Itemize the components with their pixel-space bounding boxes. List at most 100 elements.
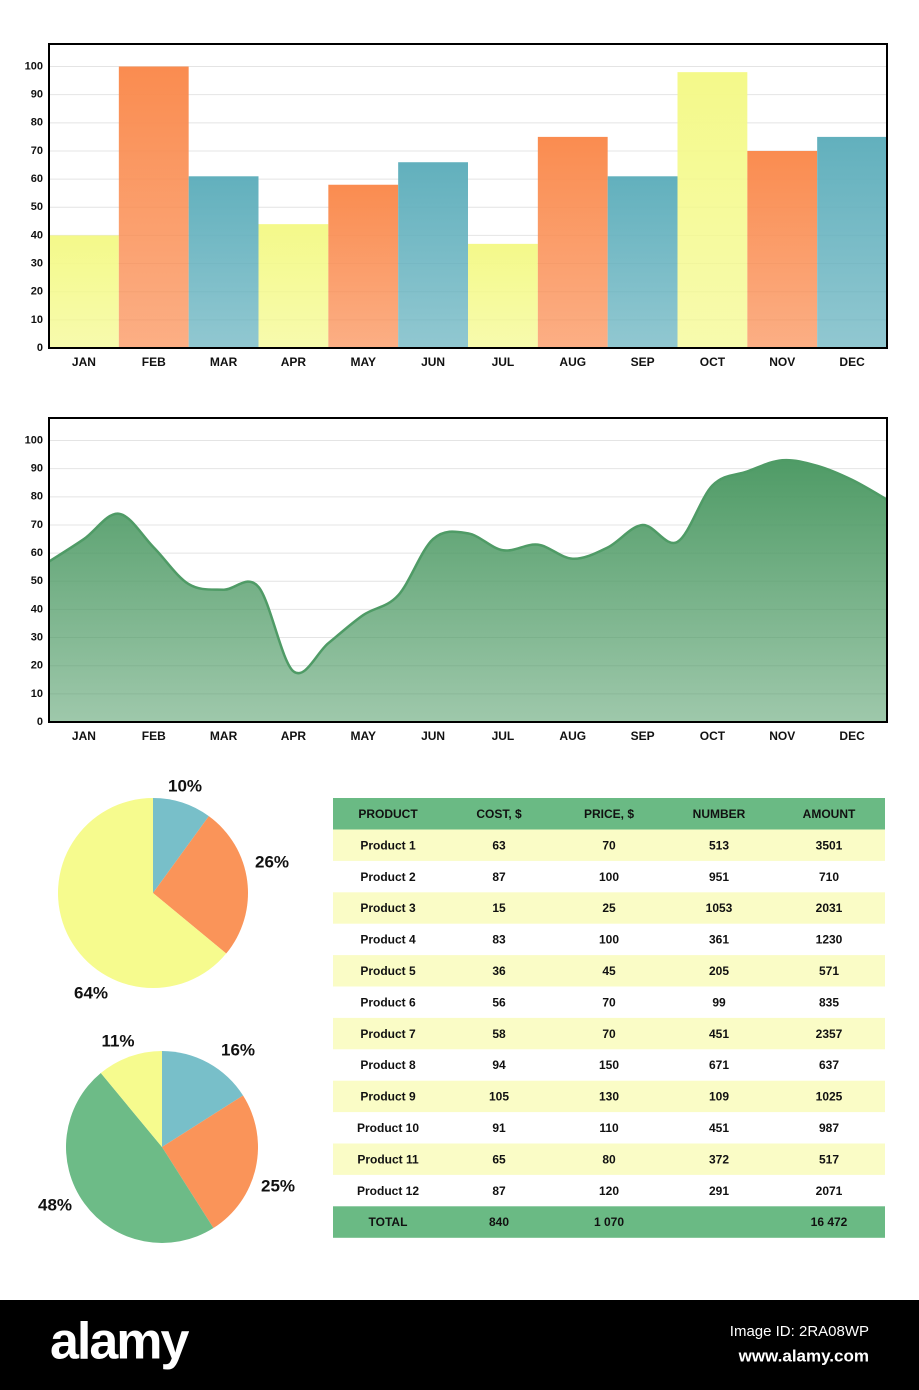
footer-band [0,1300,919,1390]
table-row-bg [333,1080,885,1113]
bar [328,184,399,348]
table-cell: 835 [819,995,839,1009]
x-tick-label: JUN [421,729,445,743]
x-tick-label: NOV [769,355,795,369]
x-tick-label: JAN [72,355,96,369]
pie-label: 16% [221,1040,255,1059]
table-cell: Product 5 [360,964,416,978]
table-cell: 671 [709,1058,729,1072]
table-cell: 517 [819,1152,839,1166]
table-cell: Product 3 [360,901,416,915]
y-tick-label: 10 [31,688,43,700]
table-header-cell: PRICE, $ [584,807,634,821]
y-tick-label: 70 [31,519,43,531]
bar [677,72,748,349]
y-tick-label: 30 [31,631,43,643]
bar [49,235,119,348]
footer-image-id: Image ID: 2RA08WP [730,1323,869,1340]
table-cell: 451 [709,1027,729,1041]
table-header-cell: COST, $ [476,807,522,821]
table-cell: Product 11 [357,1152,419,1166]
x-tick-label: APR [281,729,307,743]
table-row-bg [333,892,885,924]
table-cell: 65 [492,1152,506,1166]
table-cell: 1025 [816,1090,843,1104]
y-tick-label: 20 [31,286,43,298]
table-cell: 105 [489,1090,509,1104]
table-cell: 83 [492,933,506,947]
footer-url: www.alamy.com [738,1346,869,1365]
table-cell: 56 [492,995,506,1009]
table-cell: 1053 [706,901,733,915]
pie-slice [66,1073,214,1243]
table-cell: 150 [599,1058,619,1072]
table-total-cell: 840 [489,1215,509,1229]
x-tick-label: JUL [492,729,515,743]
table-cell: 637 [819,1058,839,1072]
area-line [48,458,888,675]
x-tick-label: SEP [631,729,655,743]
y-tick-label: 30 [31,257,43,269]
pie-label: 10% [168,776,202,795]
pie-label: 48% [38,1195,72,1214]
table-cell: 513 [709,838,729,852]
table-cell: 205 [709,964,729,978]
table-cell: Product 2 [360,870,416,884]
table-total-cell: TOTAL [369,1215,408,1229]
table-cell: 451 [709,1121,729,1135]
table-cell: 15 [492,901,506,915]
table-cell: 130 [599,1090,619,1104]
table-cell: 70 [602,1027,616,1041]
table-cell: Product 9 [360,1090,416,1104]
table-header-cell: NUMBER [693,807,746,821]
bar [398,162,468,348]
table-cell: 36 [492,964,506,978]
pie-slice [58,798,227,989]
table-cell: 91 [492,1121,506,1135]
x-tick-label: APR [281,355,307,369]
y-tick-label: 10 [31,314,43,326]
y-tick-label: 0 [37,716,43,728]
table-cell: 1230 [816,933,843,947]
x-tick-label: OCT [700,729,726,743]
table-cell: Product 7 [360,1027,416,1041]
y-tick-label: 90 [31,89,43,101]
table-cell: 710 [819,870,839,884]
table-cell: 70 [602,838,616,852]
table-cell: 951 [709,870,729,884]
table-cell: 2357 [816,1027,843,1041]
table-cell: 2031 [816,901,843,915]
table-cell: 109 [709,1090,729,1104]
table-cell: 99 [712,995,726,1009]
x-tick-label: OCT [700,355,726,369]
table-cell: 120 [599,1184,619,1198]
y-tick-label: 0 [37,342,43,354]
y-tick-label: 50 [31,201,43,213]
x-tick-label: DEC [839,729,865,743]
bar [537,136,608,348]
x-tick-label: DEC [839,355,865,369]
y-tick-label: 100 [25,434,43,446]
y-tick-label: 40 [31,229,43,241]
table-total-cell: 1 070 [594,1215,624,1229]
y-tick-label: 90 [31,463,43,475]
table-cell: 372 [709,1152,729,1166]
plot-frame [48,43,888,349]
pie-slice [153,816,249,954]
x-tick-label: MAR [210,729,238,743]
x-tick-label: MAR [210,355,238,369]
y-tick-label: 60 [31,547,43,559]
table-cell: 87 [492,870,506,884]
pie-label: 25% [261,1176,295,1195]
table-cell: 94 [492,1058,506,1072]
pie-label: 11% [101,1031,134,1050]
table-header-bg [333,798,885,830]
table-cell: 70 [602,995,616,1009]
table-cell: 45 [602,964,616,978]
y-tick-label: 20 [31,660,43,672]
table-cell: Product 10 [357,1121,419,1135]
pie-slice [153,798,209,893]
table-row-bg [333,1017,885,1050]
x-tick-label: FEB [142,729,166,743]
